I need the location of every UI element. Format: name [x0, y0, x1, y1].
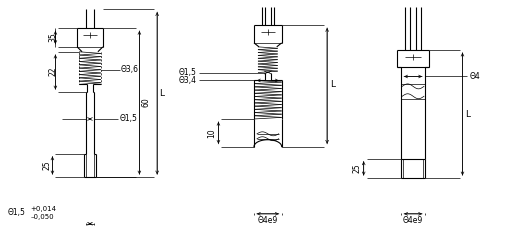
Text: 35: 35: [48, 32, 58, 42]
Text: Θ1,5: Θ1,5: [120, 114, 137, 124]
Text: Θ1,5: Θ1,5: [179, 68, 196, 77]
Text: L: L: [465, 110, 470, 119]
Text: L: L: [330, 80, 335, 89]
Text: –0,050: –0,050: [31, 214, 54, 220]
Text: Θ4e9: Θ4e9: [403, 216, 423, 225]
Text: Θ4: Θ4: [469, 72, 480, 81]
Text: Θ3,4: Θ3,4: [179, 76, 196, 85]
Text: Θ1,5: Θ1,5: [8, 208, 26, 217]
Text: 25: 25: [42, 161, 51, 170]
Text: 60: 60: [142, 97, 150, 107]
Text: 25: 25: [353, 164, 362, 173]
Text: Θ4e9: Θ4e9: [258, 216, 278, 225]
Text: +0,014: +0,014: [31, 206, 56, 212]
Text: L: L: [159, 89, 164, 98]
Text: Θ3,6: Θ3,6: [121, 65, 138, 74]
Text: 22: 22: [48, 67, 58, 76]
Text: 10: 10: [208, 128, 216, 138]
